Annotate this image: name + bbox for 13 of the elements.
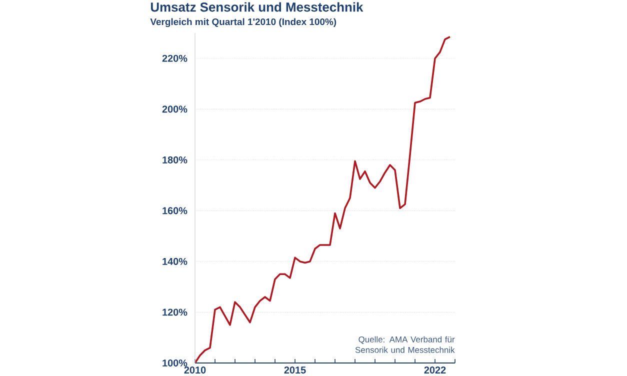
x-tick-label: 2015 xyxy=(284,366,306,374)
y-tick-label: 160% xyxy=(162,207,188,214)
x-tick-label: 2010 xyxy=(184,366,206,374)
chart-title: Umsatz Sensorik und Messtechnik xyxy=(150,2,364,12)
y-tick-label: 100% xyxy=(162,359,188,367)
y-tick-label: 220% xyxy=(162,54,188,62)
y-tick-label: 180% xyxy=(162,156,188,164)
y-tick-label: 200% xyxy=(162,106,188,113)
x-tick-label: 2022 xyxy=(424,366,446,374)
y-tick-label: 140% xyxy=(162,258,188,265)
annotation: Quelle: AMA Verband für Sensorik und Messtechnik xyxy=(355,336,455,353)
chart-subtitle: Vergleich mit Quartal 1'2010 (Index 100%) xyxy=(150,18,336,28)
y-tick-label: 120% xyxy=(162,308,188,316)
